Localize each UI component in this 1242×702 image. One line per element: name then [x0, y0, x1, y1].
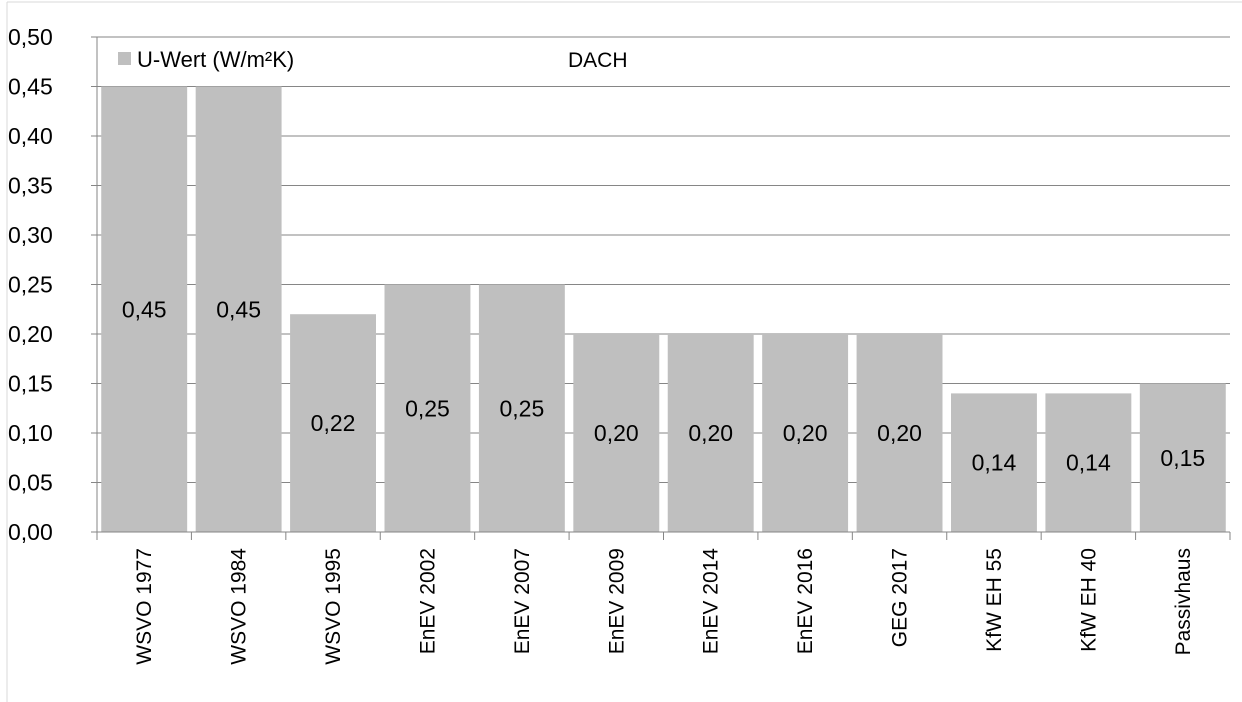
x-tick-label: EnEV 2007: [511, 548, 534, 654]
bars: [101, 86, 1226, 532]
y-tick-label: 0,40: [8, 123, 53, 149]
x-tick-label: EnEV 2009: [605, 548, 628, 654]
bar: [856, 334, 943, 532]
data-label: 0,14: [972, 450, 1017, 476]
x-tick-label: EnEV 2014: [700, 548, 723, 655]
legend-label: U-Wert (W/m²K): [137, 47, 294, 72]
gridlines: [97, 36, 1230, 483]
x-tick-label: WSVO 1984: [228, 548, 251, 665]
x-tick-label: EnEV 2002: [416, 548, 439, 654]
y-tick-labels: 0,00 0,05 0,10 0,15 0,20 0,25 0,30 0,35 0,40 0,45…: [8, 24, 53, 545]
x-tick-labels: WSVO 1977 WSVO 1984 WSVO 1995 EnEV 2002 EnEV…: [133, 548, 1195, 665]
y-tick-label: 0,35: [8, 173, 53, 199]
bar: [290, 314, 377, 532]
x-tick-label: WSVO 1995: [322, 548, 345, 665]
x-tick-label: KfW EH 55: [983, 548, 1006, 652]
data-label: 0,25: [499, 395, 544, 421]
bar: [1045, 393, 1132, 532]
bar: [667, 334, 754, 532]
x-tick-label: WSVO 1977: [133, 548, 156, 665]
bar: [195, 86, 282, 532]
y-tick-label: 0,45: [8, 74, 53, 100]
bar: [573, 334, 660, 532]
legend: U-Wert (W/m²K): [108, 42, 353, 82]
data-label: 0,20: [783, 420, 828, 446]
data-label: 0,20: [688, 420, 733, 446]
y-tick-label: 0,25: [8, 272, 53, 298]
bar: [950, 393, 1037, 532]
data-label: 0,14: [1066, 450, 1111, 476]
x-tick-label: KfW EH 40: [1077, 548, 1100, 652]
bar: [1139, 383, 1226, 532]
axes: [91, 36, 1231, 540]
chart-title: DACH: [568, 49, 628, 72]
data-label: 0,15: [1160, 445, 1205, 471]
data-labels: 0,45 0,45 0,22 0,25 0,25 0,20 0,20 0,20 0,20 0,14…: [122, 296, 1205, 475]
y-tick-label: 0,15: [8, 371, 53, 397]
x-tick-label: Passivhaus: [1172, 548, 1195, 655]
y-tick-label: 0,05: [8, 470, 53, 496]
legend-swatch: [118, 52, 131, 65]
data-label: 0,45: [122, 296, 167, 322]
y-tick-label: 0,50: [8, 24, 53, 50]
data-label: 0,45: [216, 296, 261, 322]
y-tick-label: 0,20: [8, 321, 53, 347]
bar: [478, 284, 565, 532]
x-tick-label: GEG 2017: [889, 548, 912, 647]
data-label: 0,20: [594, 420, 639, 446]
data-label: 0,25: [405, 395, 450, 421]
bar: [101, 86, 188, 532]
data-label: 0,20: [877, 420, 922, 446]
legend-background: [108, 42, 353, 82]
y-tick-label: 0,00: [8, 519, 53, 545]
y-tick-label: 0,30: [8, 222, 53, 248]
bar: [762, 334, 849, 532]
bar: [384, 284, 471, 532]
data-label: 0,22: [311, 410, 356, 436]
x-tick-label: EnEV 2016: [794, 548, 817, 654]
y-tick-label: 0,10: [8, 420, 53, 446]
